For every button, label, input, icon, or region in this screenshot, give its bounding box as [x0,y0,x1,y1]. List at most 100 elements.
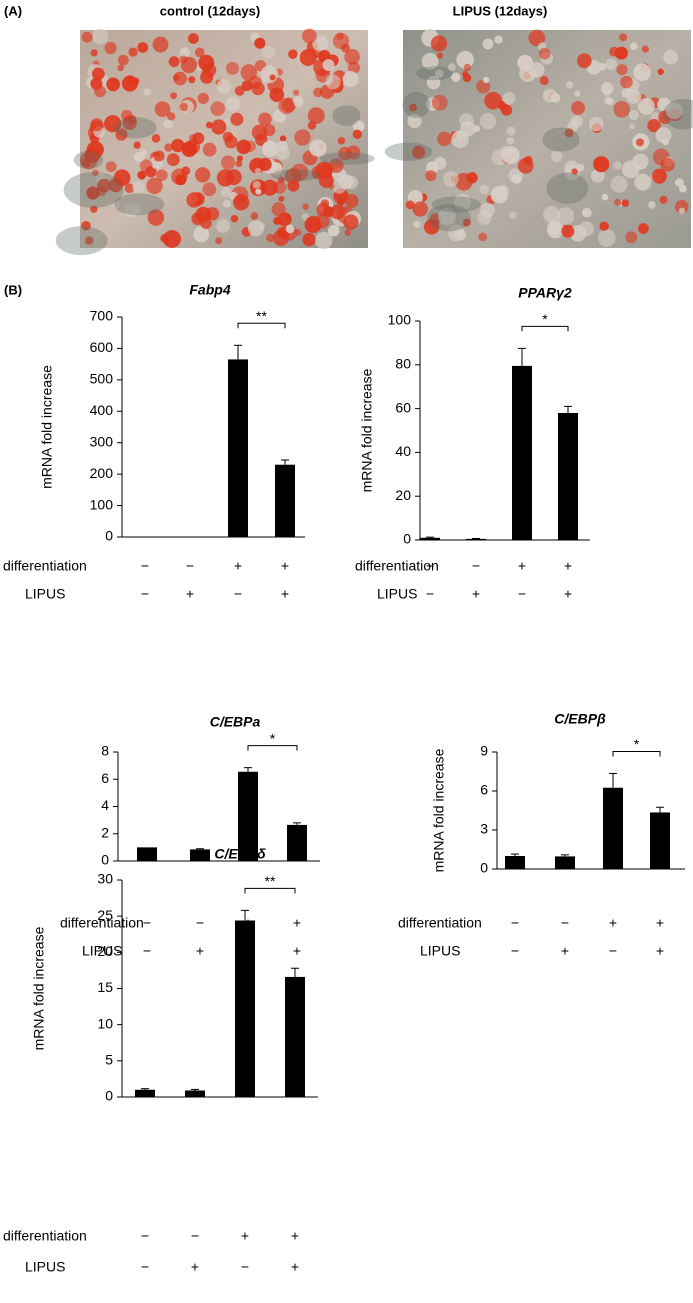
cell [230,214,239,223]
cell [657,68,664,75]
cell [198,54,215,71]
shadow [416,66,453,81]
cell [607,98,615,105]
cell [294,129,311,146]
y-tick-label: 4 [101,797,109,813]
cell [434,69,444,78]
cell [590,169,605,183]
cell [620,75,633,89]
cell [211,119,227,135]
cell [91,67,105,81]
y-tick-label: 30 [97,871,113,887]
cell [117,64,124,72]
cell [476,79,491,94]
y-tick-label: 600 [90,339,114,355]
y-tick-label: 5 [105,1052,113,1068]
shadow [431,196,481,213]
cell [272,230,289,247]
cell [263,124,276,137]
y-tick-label: 9 [480,743,488,759]
cell [261,140,279,157]
cell [139,159,153,173]
cell [285,224,295,234]
cell [539,75,549,86]
condition-sign: + [609,915,617,931]
condition-sign: − [141,586,149,602]
cell [344,48,360,65]
cell [332,32,350,50]
cell [328,224,340,237]
cell [105,161,117,173]
cell [352,120,365,133]
significance-bracket [612,750,661,757]
condition-sign: − [196,915,204,931]
y-tick-label: 0 [403,531,411,547]
cell [508,211,517,220]
cell [330,204,346,220]
y-tick-label: 0 [105,1088,113,1104]
cell [166,153,180,167]
cell [570,115,583,128]
cell [271,202,286,217]
y-axis-label: mRNA fold increase [31,926,47,1050]
cell [659,195,668,204]
cell [197,92,209,105]
cell [210,101,226,116]
cell [325,74,341,90]
y-axis-label: mRNA fold increase [359,368,375,492]
cell [601,193,609,201]
cell [175,174,187,186]
significance-bracket [247,745,298,751]
cell [655,127,672,144]
stained-cells [384,29,693,247]
cell [137,170,147,180]
cell [421,52,439,70]
condition-sign: + [656,943,664,959]
cell [106,77,121,92]
bar [287,824,307,861]
bar [512,365,532,540]
cell [338,174,354,190]
cell [430,35,448,52]
cell [478,232,487,242]
shadow [73,150,104,170]
shadow [332,105,361,126]
cell [613,101,631,118]
bar [228,359,248,537]
condition-sign: + [281,586,289,602]
condition-sign: + [472,586,480,602]
cell [311,166,325,180]
cell [614,198,622,206]
y-tick-label: 20 [395,487,411,503]
bar [190,849,210,861]
cell [90,205,98,213]
cell [647,118,661,133]
cell [613,161,622,170]
cell [412,201,428,217]
cell [593,156,610,173]
cell [131,203,142,214]
cell [202,142,217,157]
cell [224,135,238,149]
cell [216,79,232,94]
cell [462,218,471,227]
cell [437,131,452,147]
cell [342,71,359,88]
condition-sign: + [281,558,289,574]
cell [443,171,459,187]
bar [238,771,258,861]
condition-sign: + [291,1228,299,1244]
cell [166,112,176,121]
significance-label: * [270,730,276,746]
y-tick-label: 6 [101,770,109,786]
cell [665,102,683,120]
cell [502,92,516,105]
cell [288,49,298,59]
shadow [319,152,375,165]
cell [170,92,178,100]
cell [634,173,652,191]
cell [621,88,632,98]
cell [309,139,327,157]
cell [484,91,502,110]
condition-sign: − [518,586,526,602]
